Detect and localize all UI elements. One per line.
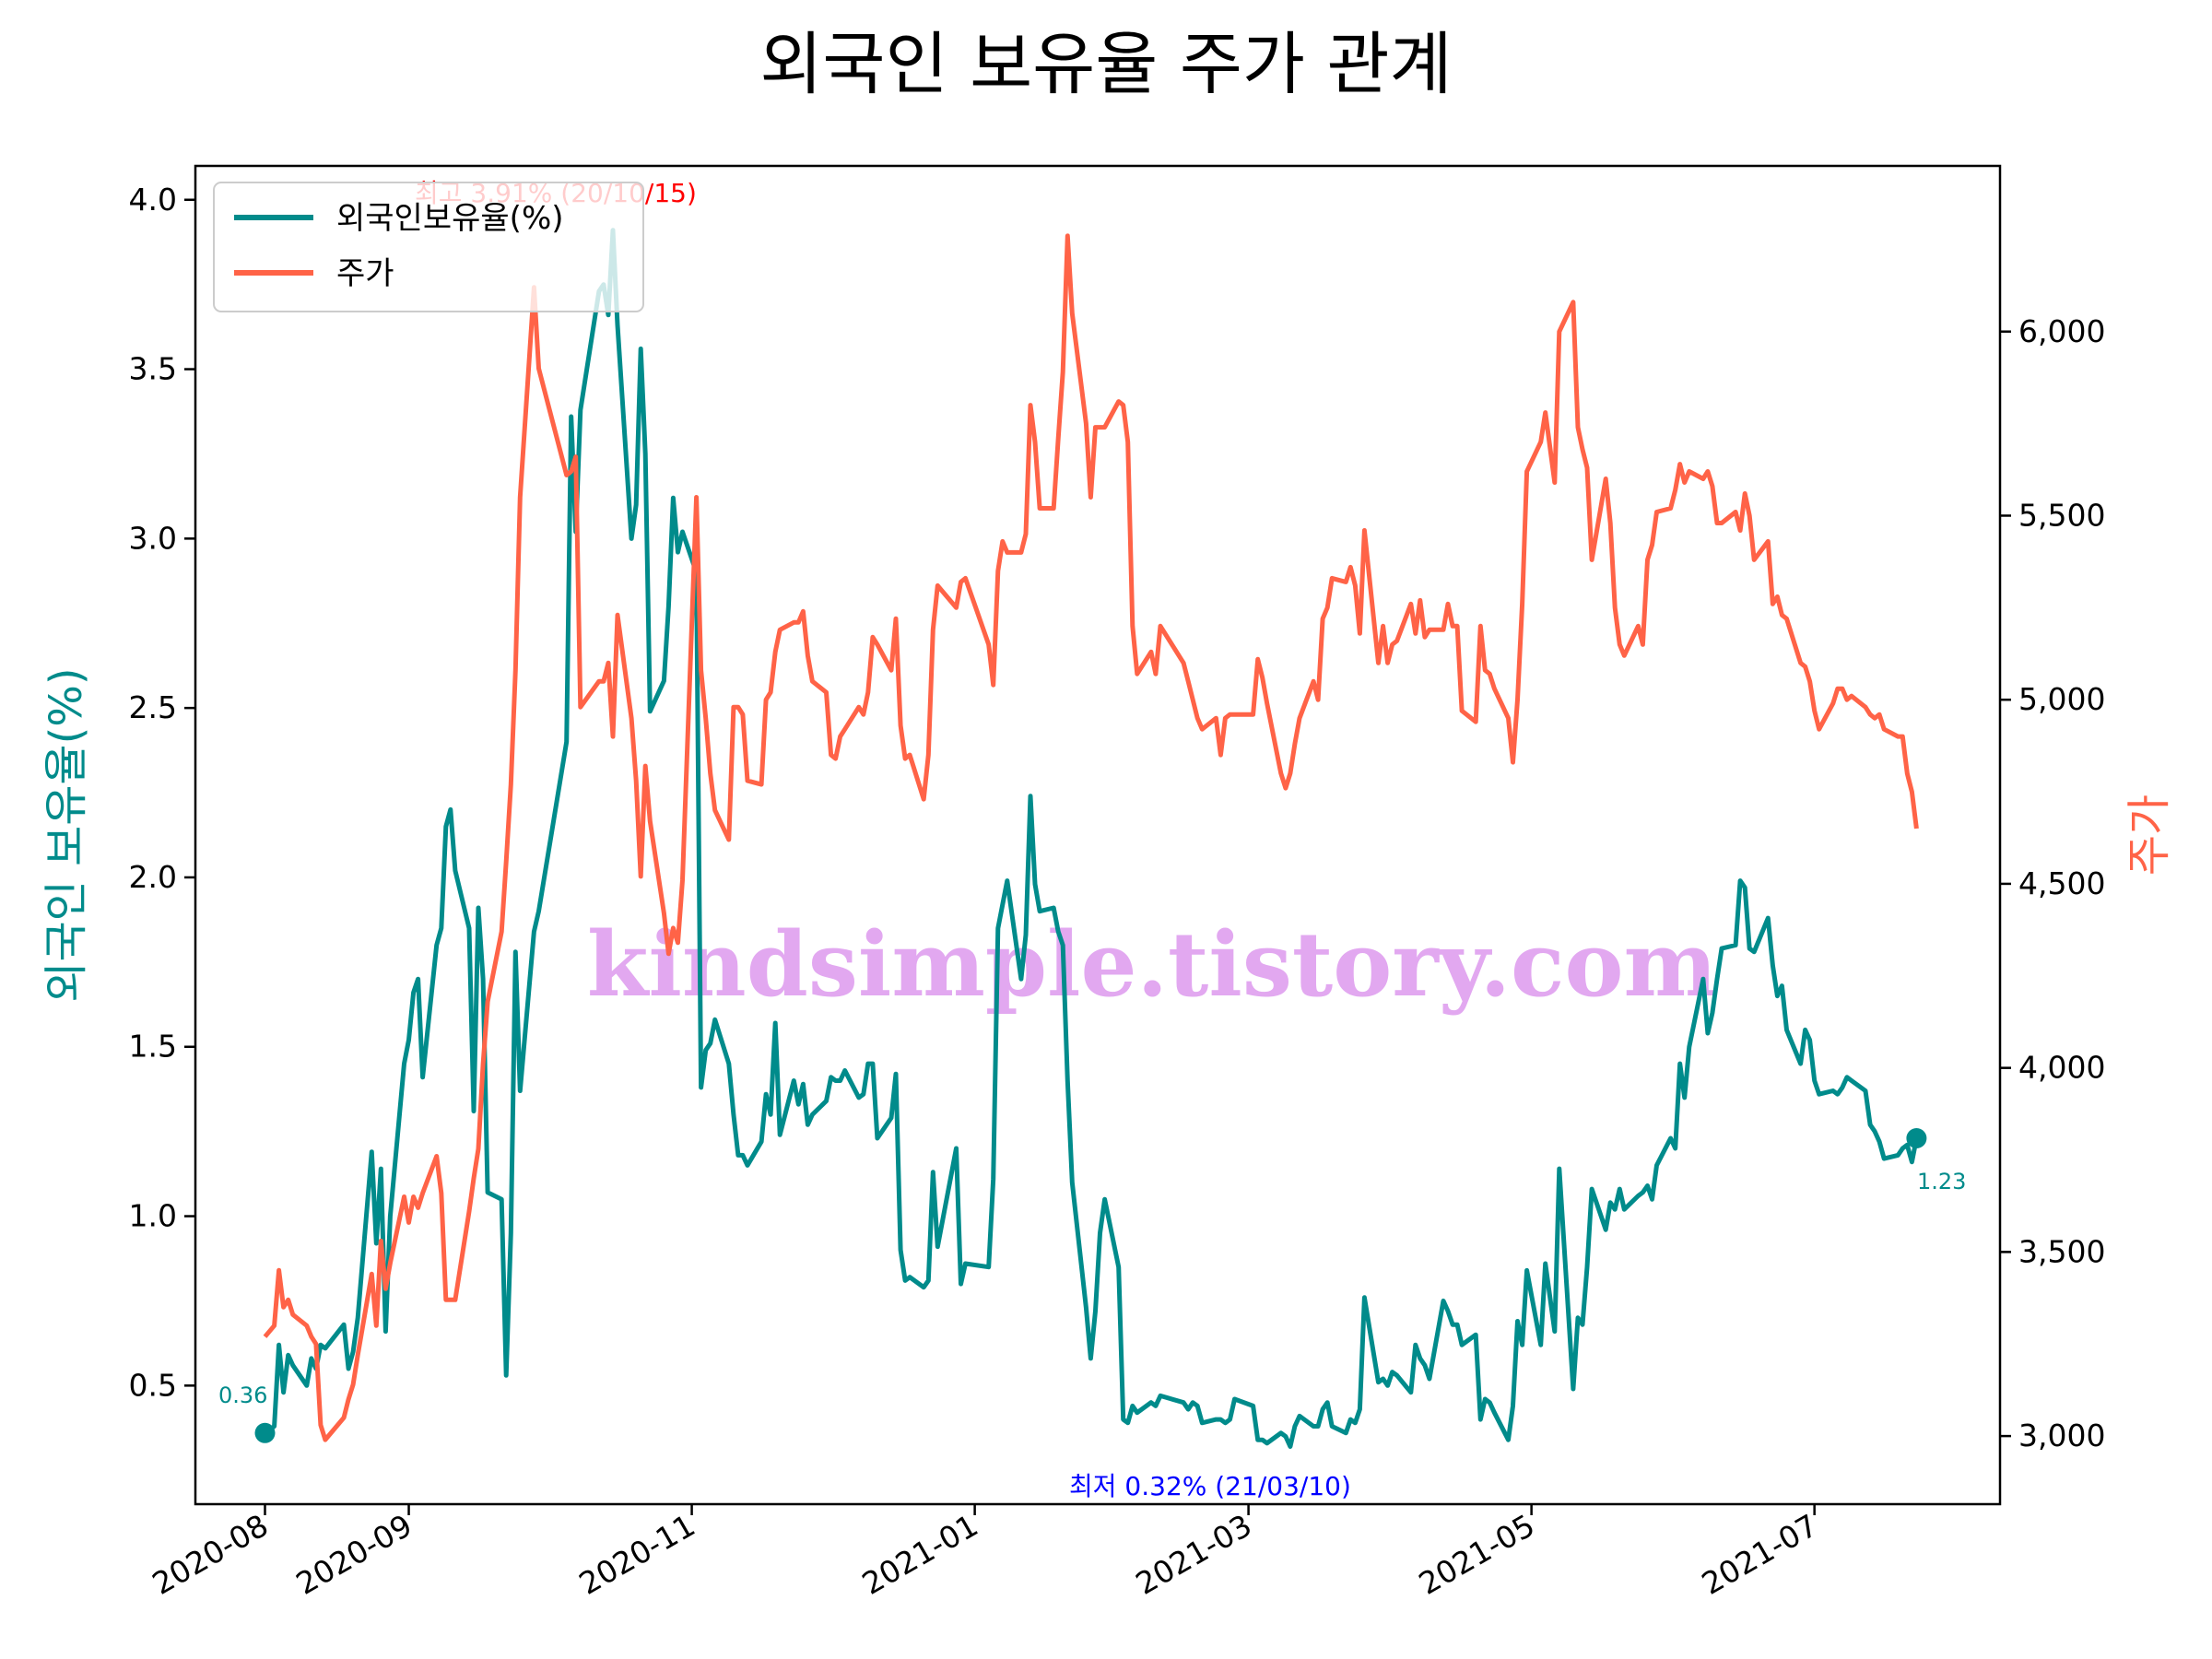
y-left-tick-label: 3.5: [129, 351, 177, 387]
end-point-marker: [1906, 1127, 1927, 1148]
y-right-tick-label: 3,000: [2018, 1418, 2105, 1453]
y-left-tick-label: 1.5: [129, 1029, 177, 1065]
watermark-text: kindsimple.tistory.com: [587, 912, 1717, 1017]
y-right-tick-label: 5,500: [2018, 497, 2105, 533]
y-left-tick-label: 2.0: [129, 859, 177, 895]
y-right-tick-label: 5,000: [2018, 681, 2105, 717]
legend-box: [213, 182, 644, 312]
y-right-tick-label: 4,500: [2018, 865, 2105, 901]
end-annotation: 1.23: [1917, 1169, 1966, 1194]
y-left-tick-label: 4.0: [129, 182, 177, 218]
y-axis-left: 0.5 1.0 1.5 2.0 2.5 3.0 3.5 4.0: [129, 182, 195, 1403]
y-left-tick-label: 1.0: [129, 1198, 177, 1234]
plot-frame: [194, 164, 2002, 1506]
min-annotation: 최저 0.32% (21/03/10): [1069, 1471, 1351, 1501]
ratio-series-line: [264, 228, 1919, 1449]
y-left-tick-label: 2.5: [129, 689, 177, 725]
series-layer: [254, 228, 1927, 1449]
legend: 외국인보유율(%) 주가: [213, 182, 644, 312]
legend-label-price: 주가: [336, 255, 394, 292]
y-axis-right-label: 주가: [2124, 794, 2175, 876]
y-axis-right: 3,000 3,500 4,000 4,500 5,000 5,500 6,000: [2000, 313, 2105, 1453]
y-right-tick-label: 3,500: [2018, 1233, 2105, 1269]
price-series-line: [263, 233, 1919, 1442]
y-left-tick-label: 0.5: [129, 1367, 177, 1403]
chart-title: 외국인 보유율 주가 관계: [759, 25, 1452, 104]
y-left-tick-label: 3.0: [129, 520, 177, 556]
y-axis-left-label: 외국인 보유율(%): [41, 667, 92, 1002]
y-right-tick-label: 6,000: [2018, 313, 2105, 349]
legend-label-ratio: 외국인보유율(%): [336, 200, 564, 237]
start-annotation: 0.36: [218, 1382, 267, 1408]
start-point-marker: [254, 1422, 276, 1443]
watermark-layer: kindsimple.tistory.com: [587, 912, 1717, 1017]
y-right-tick-label: 4,000: [2018, 1050, 2105, 1086]
